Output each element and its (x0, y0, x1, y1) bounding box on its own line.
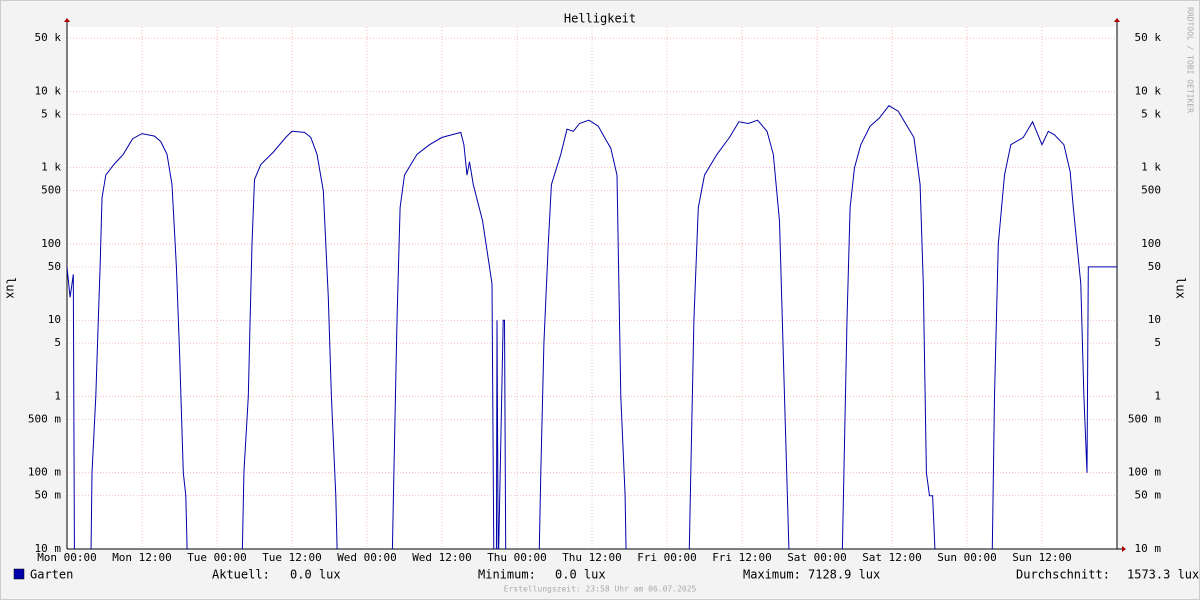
stat-label: Maximum: (743, 568, 801, 582)
x-tick-label: Sun 00:00 (937, 551, 997, 564)
y2-tick-label: 100 m (1128, 466, 1161, 479)
y-tick-label: 100 m (28, 466, 61, 479)
legend-swatch (13, 568, 25, 580)
legend-label: Garten (30, 568, 73, 582)
axis-arrow (1114, 18, 1120, 22)
y2-tick-label: 1 (1154, 389, 1161, 402)
x-tick-label: Mon 12:00 (112, 551, 172, 564)
y-tick-label: 1 (54, 389, 61, 402)
axis-arrow (64, 18, 70, 22)
y2-tick-label: 500 (1141, 184, 1161, 197)
x-tick-label: Thu 12:00 (562, 551, 622, 564)
x-tick-label: Fri 00:00 (637, 551, 697, 564)
y-tick-label: 10 k (35, 84, 62, 97)
stat-label: Minimum: (478, 568, 536, 582)
y-tick-label: 5 (54, 336, 61, 349)
y2-tick-label: 10 k (1135, 84, 1162, 97)
y2-tick-label: 10 (1148, 313, 1161, 326)
stat-value: 1573.3 lux (1127, 568, 1199, 582)
y-tick-label: 10 m (35, 542, 62, 555)
y-tick-label: 500 m (28, 412, 61, 425)
y2-tick-label: 500 m (1128, 412, 1161, 425)
y2-tick-label: 10 m (1135, 542, 1162, 555)
y-axis-label: lux (4, 277, 18, 299)
x-tick-label: Sat 00:00 (787, 551, 847, 564)
data-line (67, 105, 1117, 549)
x-tick-label: Sat 12:00 (862, 551, 922, 564)
watermark: RRDTOOL / TOBI OETIKER (1186, 7, 1195, 113)
chart-title: Helligkeit (564, 12, 636, 26)
y2-tick-label: 1 k (1141, 161, 1161, 174)
y-tick-label: 1 k (41, 161, 61, 174)
x-tick-label: Wed 00:00 (337, 551, 397, 564)
y2-tick-label: 50 (1148, 260, 1161, 273)
y2-tick-label: 5 (1154, 336, 1161, 349)
stat-value: 0.0 lux (290, 568, 341, 582)
x-tick-label: Tue 00:00 (187, 551, 247, 564)
x-tick-label: Mon 00:00 (37, 551, 97, 564)
y-tick-label: 10 (48, 313, 61, 326)
stat-label: Durchschnitt: (1016, 568, 1110, 582)
y-tick-label: 5 k (41, 107, 61, 120)
y2-tick-label: 50 m (1135, 489, 1162, 502)
x-tick-label: Fri 12:00 (712, 551, 772, 564)
y2-axis-label: lux (1174, 277, 1188, 299)
stat-value: 0.0 lux (555, 568, 606, 582)
axis-arrow (1122, 546, 1126, 552)
y-tick-label: 500 (41, 184, 61, 197)
y-tick-label: 50 (48, 260, 61, 273)
y-tick-label: 50 m (35, 489, 62, 502)
y2-tick-label: 100 (1141, 237, 1161, 250)
stat-value: 7128.9 lux (808, 568, 880, 582)
x-tick-label: Tue 12:00 (262, 551, 322, 564)
y-tick-label: 100 (41, 237, 61, 250)
y-tick-label: 50 k (35, 31, 62, 44)
y2-tick-label: 5 k (1141, 107, 1161, 120)
x-tick-label: Wed 12:00 (412, 551, 472, 564)
x-tick-label: Sun 12:00 (1012, 551, 1072, 564)
footer: Erstellungszeit: 23:58 Uhr am 06.07.2025 (504, 585, 697, 594)
x-tick-label: Thu 00:00 (487, 551, 547, 564)
y2-tick-label: 50 k (1135, 31, 1162, 44)
stat-label: Aktuell: (212, 568, 270, 582)
